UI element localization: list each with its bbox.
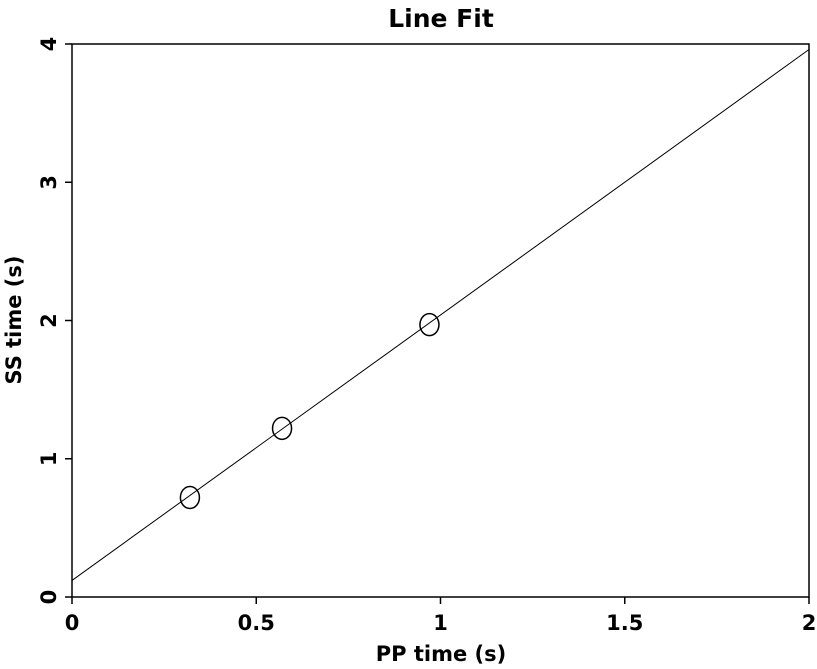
- y-tick-label: 2: [37, 313, 61, 328]
- y-axis-ticks: 0 1 2 3 4: [37, 37, 72, 605]
- x-tick-label: 1.5: [606, 611, 643, 635]
- plot-frame: [71, 43, 810, 598]
- y-tick-label: 0: [37, 590, 61, 605]
- x-tick-label: 0.5: [238, 611, 275, 635]
- y-tick-label: 1: [37, 451, 61, 466]
- data-point: [419, 312, 440, 337]
- y-tick-label: 3: [37, 175, 61, 190]
- x-tick-label: 2: [802, 611, 817, 635]
- data-point: [179, 485, 201, 510]
- x-axis-ticks: 0 0.5 1 1.5 2: [65, 597, 817, 635]
- series-layer: [71, 49, 810, 581]
- y-tick-label: 4: [37, 37, 61, 52]
- x-axis-label: PP time (s): [376, 642, 506, 666]
- x-tick-label: 1: [433, 611, 448, 635]
- y-axis-label: SS time (s): [2, 256, 26, 385]
- fit-line: [71, 49, 810, 581]
- chart-title: Line Fit: [388, 4, 494, 33]
- x-tick-label: 0: [65, 611, 80, 635]
- data-point: [271, 416, 293, 441]
